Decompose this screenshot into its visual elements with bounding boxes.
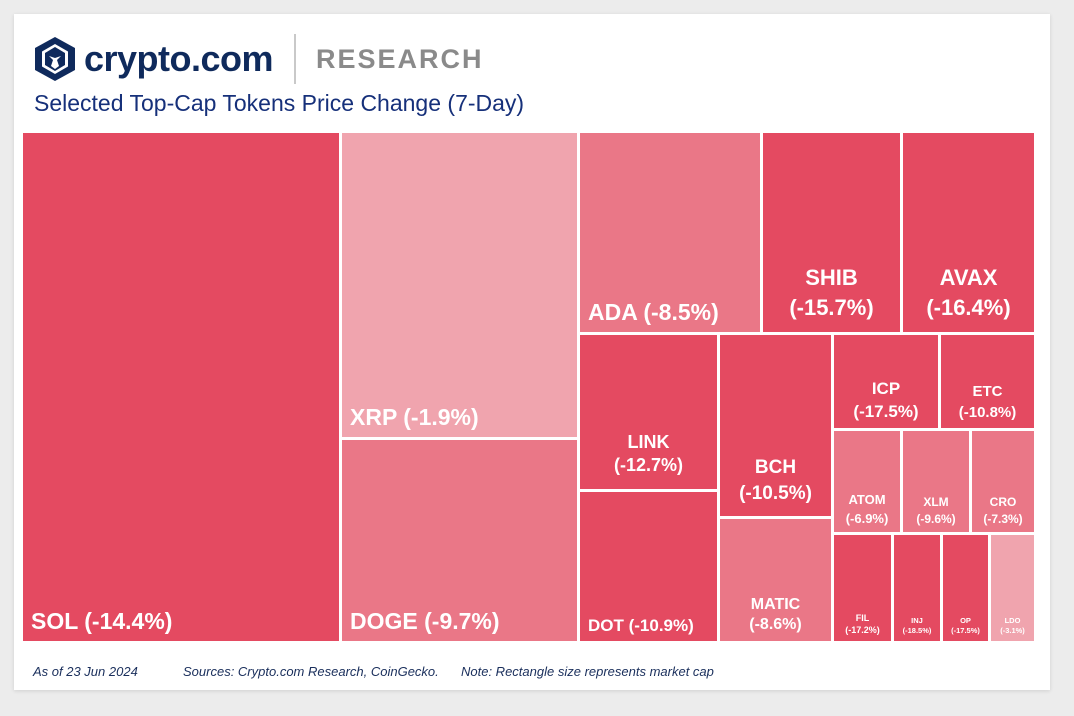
treemap-label-doge: DOGE (-9.7%) <box>350 608 500 634</box>
treemap-label-inj: INJ (-18.5%) <box>903 616 932 635</box>
treemap-label-sol: SOL (-14.4%) <box>31 608 172 634</box>
header-divider <box>294 34 296 84</box>
treemap-label-xrp: XRP (-1.9%) <box>350 404 479 430</box>
treemap-label-shib: SHIB (-15.7%) <box>789 265 873 320</box>
treemap-cell-avax <box>903 133 1034 332</box>
treemap-label-etc: ETC (-10.8%) <box>959 383 1017 421</box>
treemap-cell-icp <box>834 335 938 428</box>
treemap-cell-xrp <box>342 133 577 437</box>
treemap-label-avax: AVAX (-16.4%) <box>926 265 1010 320</box>
treemap-label-matic: MATIC (-8.6%) <box>749 596 801 633</box>
footer-note: Note: Rectangle size represents market c… <box>461 664 714 679</box>
treemap-cell-shib <box>763 133 900 332</box>
treemap-cell-etc <box>941 335 1034 428</box>
treemap-cell-link <box>580 335 717 489</box>
treemap-label-atom: ATOM (-6.9%) <box>846 492 889 526</box>
footer-date: As of 23 Jun 2024 <box>33 664 138 679</box>
treemap-cell-ada <box>580 133 760 332</box>
treemap-chart: SOL (-14.4%) XRP (-1.9%) DOGE (-9.7%) ADA (… <box>23 133 1034 641</box>
treemap-cell-fil <box>834 535 891 641</box>
header: crypto.com RESEARCH Selected Top-Cap Tok… <box>14 14 1050 129</box>
chart-title: Selected Top-Cap Tokens Price Change (7-… <box>34 90 525 116</box>
treemap-cell-cro <box>972 431 1034 532</box>
brand-name: crypto.com <box>84 38 274 79</box>
treemap-cell-bch <box>720 335 831 516</box>
treemap-cell-sol <box>23 133 339 641</box>
treemap-cell-xlm <box>903 431 969 532</box>
crypto-com-lion-logo-icon <box>35 37 75 81</box>
treemap-label-ada: ADA (-8.5%) <box>588 299 719 325</box>
brand-section: RESEARCH <box>316 44 484 74</box>
treemap-label-xlm: XLM (-9.6%) <box>916 495 955 526</box>
treemap-label-link: LINK (-12.7%) <box>614 432 683 475</box>
treemap-label-bch: BCH (-10.5%) <box>739 457 812 504</box>
treemap-label-op: OP (-17.5%) <box>951 616 980 635</box>
treemap-cell-op <box>943 535 988 641</box>
treemap-cell-ldo <box>991 535 1034 641</box>
treemap-label-dot: DOT (-10.9%) <box>588 616 694 635</box>
footer-sources: Sources: Crypto.com Research, CoinGecko. <box>183 664 439 679</box>
chart-card: crypto.com RESEARCH Selected Top-Cap Tok… <box>14 14 1050 690</box>
treemap-cell-doge <box>342 440 577 641</box>
treemap-cell-inj <box>894 535 940 641</box>
treemap-label-icp: ICP (-17.5%) <box>853 379 918 421</box>
treemap-cell-matic <box>720 519 831 641</box>
treemap-cell-dot <box>580 492 717 641</box>
treemap-label-fil: FIL (-17.2%) <box>845 613 880 635</box>
treemap-label-cro: CRO (-7.3%) <box>983 495 1022 526</box>
treemap-cell-atom <box>834 431 900 532</box>
treemap-label-ldo: LDO (-3.1%) <box>1000 616 1025 635</box>
